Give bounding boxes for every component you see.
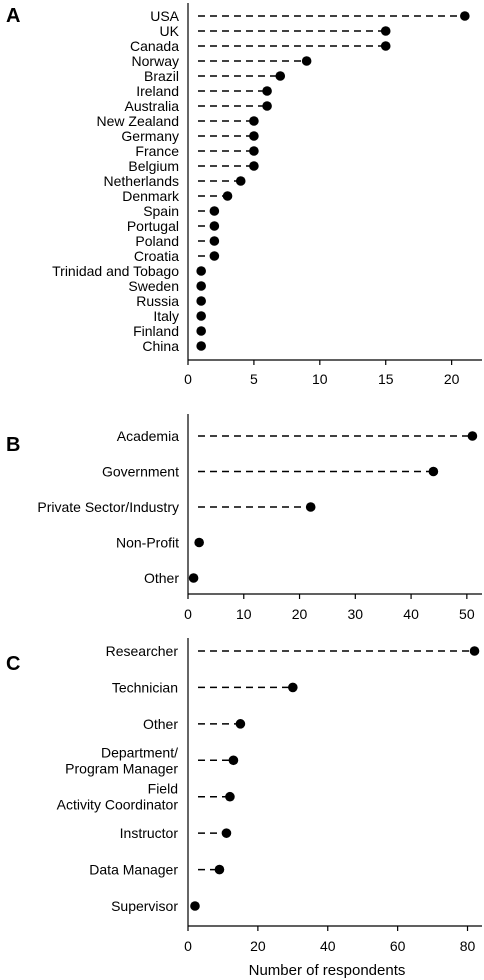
x-tick-label-b: 30 <box>348 606 364 622</box>
category-label-a: China <box>142 338 179 354</box>
category-label-a: Italy <box>153 308 179 324</box>
data-point-b <box>467 431 478 441</box>
data-point-a <box>209 206 220 216</box>
data-point-a <box>196 341 206 351</box>
category-label-a: Spain <box>143 203 179 219</box>
x-tick-label-b: 20 <box>292 606 308 622</box>
data-point-c <box>190 901 200 911</box>
category-label-a: Belgium <box>128 158 179 174</box>
category-label-c: Other <box>143 716 178 732</box>
category-label-b: Non-Profit <box>116 535 179 551</box>
data-point-c <box>221 828 232 838</box>
category-label-a: France <box>135 143 179 159</box>
category-label-a: Canada <box>130 38 179 54</box>
data-point-a <box>460 11 470 21</box>
category-label-b: Academia <box>117 428 179 444</box>
category-label-a: Denmark <box>122 188 180 204</box>
category-label-c: Department/Program Manager <box>65 744 178 776</box>
category-label-a: Finland <box>133 323 179 339</box>
data-point-a <box>275 71 286 81</box>
x-tick-label-c: 0 <box>184 938 192 954</box>
x-tick-label-a: 0 <box>184 371 192 387</box>
category-label-a: Australia <box>125 98 180 114</box>
data-point-c <box>235 719 246 729</box>
category-label-b: Other <box>144 570 179 586</box>
x-tick-label-b: 0 <box>184 606 192 622</box>
data-point-a <box>249 116 259 126</box>
panel-letter-c: C <box>6 653 20 675</box>
data-point-a <box>249 161 259 171</box>
x-axis-label: Number of respondents <box>249 962 406 979</box>
category-label-b: Government <box>102 464 179 480</box>
data-point-c <box>228 755 239 766</box>
category-label-a: Ireland <box>136 83 179 99</box>
data-point-c <box>214 864 225 875</box>
data-point-c <box>225 791 235 802</box>
category-label-c: Data Manager <box>89 862 178 878</box>
x-tick-label-c: 80 <box>460 938 476 954</box>
category-label-a: Croatia <box>134 248 179 264</box>
category-label-a: Germany <box>121 128 179 144</box>
data-point-a <box>249 146 259 156</box>
data-point-a <box>262 86 272 96</box>
x-tick-label-b: 10 <box>236 606 252 622</box>
category-label-c: Researcher <box>106 643 179 659</box>
category-label-a: New Zealand <box>97 113 180 129</box>
x-tick-label-c: 60 <box>390 938 406 954</box>
category-label-c: Instructor <box>120 825 179 841</box>
data-point-a <box>380 41 391 51</box>
category-label-a: Russia <box>136 293 179 309</box>
data-point-b <box>428 466 439 477</box>
category-label-c: Field Activity Coordinator <box>57 781 179 813</box>
data-point-a <box>196 281 206 291</box>
data-point-a <box>196 326 206 336</box>
data-point-a <box>196 296 206 306</box>
category-label-c: Supervisor <box>111 898 178 914</box>
x-tick-label-c: 40 <box>320 938 336 954</box>
x-tick-label-c: 20 <box>250 938 266 954</box>
data-point-b <box>305 502 316 512</box>
data-point-a <box>209 251 220 261</box>
category-label-a: USA <box>150 8 179 24</box>
data-point-a <box>235 176 246 186</box>
data-point-a <box>196 266 206 276</box>
category-label-c: Technician <box>112 679 178 695</box>
panel-letter-a: A <box>6 5 20 27</box>
category-label-b: Private Sector/Industry <box>37 499 179 515</box>
data-point-c <box>469 646 480 656</box>
category-label-a: Trinidad and Tobago <box>52 263 179 279</box>
x-tick-label-a: 20 <box>444 371 460 387</box>
x-tick-label-a: 5 <box>250 371 258 387</box>
category-label-a: Sweden <box>128 278 179 294</box>
x-tick-label-b: 40 <box>403 606 419 622</box>
data-point-a <box>249 131 259 141</box>
category-label-a: Brazil <box>144 68 179 84</box>
x-tick-label-a: 10 <box>312 371 328 387</box>
data-point-c <box>288 682 298 693</box>
data-point-b <box>188 573 199 583</box>
panel-letter-b: B <box>6 434 20 456</box>
data-point-a <box>301 56 312 66</box>
data-point-a <box>222 191 233 201</box>
data-point-a <box>196 311 206 321</box>
category-label-a: Poland <box>135 233 179 249</box>
category-label-a: Portugal <box>127 218 179 234</box>
data-point-a <box>380 26 391 36</box>
category-label-a: Norway <box>132 53 179 69</box>
x-tick-label-b: 50 <box>459 606 475 622</box>
category-label-a: Netherlands <box>104 173 180 189</box>
data-point-b <box>194 537 204 548</box>
data-point-a <box>209 221 220 231</box>
x-tick-label-a: 15 <box>378 371 394 387</box>
data-point-a <box>209 236 220 246</box>
category-label-a: UK <box>160 23 180 39</box>
data-point-a <box>262 101 272 111</box>
